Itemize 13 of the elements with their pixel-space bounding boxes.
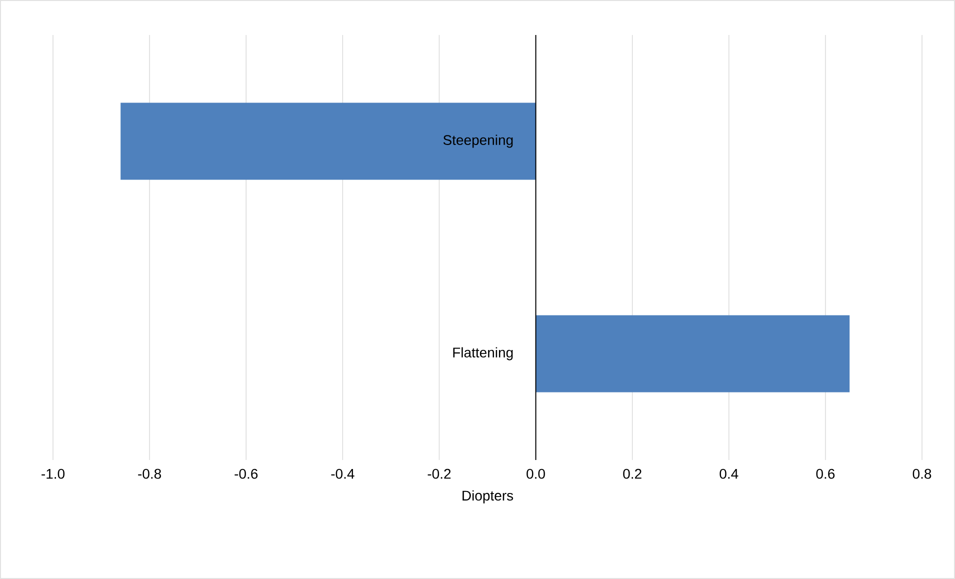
- x-tick-label: 0.0: [526, 468, 545, 479]
- x-tick-label: -0.8: [138, 468, 162, 479]
- x-tick-label: 0.4: [720, 468, 738, 479]
- x-tick-label: 0.8: [912, 468, 932, 479]
- y-tick-label: Steepening: [443, 134, 513, 148]
- x-tick-label: -1.0: [42, 468, 65, 479]
- x-tick-label: -0.6: [234, 468, 258, 479]
- y-tick-label: Flattening: [453, 347, 513, 360]
- x-tick-label: -0.2: [428, 468, 451, 479]
- x-tick-label: 0.6: [816, 468, 835, 479]
- x-axis-title: Diopters: [462, 490, 514, 504]
- x-tick-label: 0.2: [623, 468, 642, 479]
- x-tick-label: -0.4: [331, 468, 354, 479]
